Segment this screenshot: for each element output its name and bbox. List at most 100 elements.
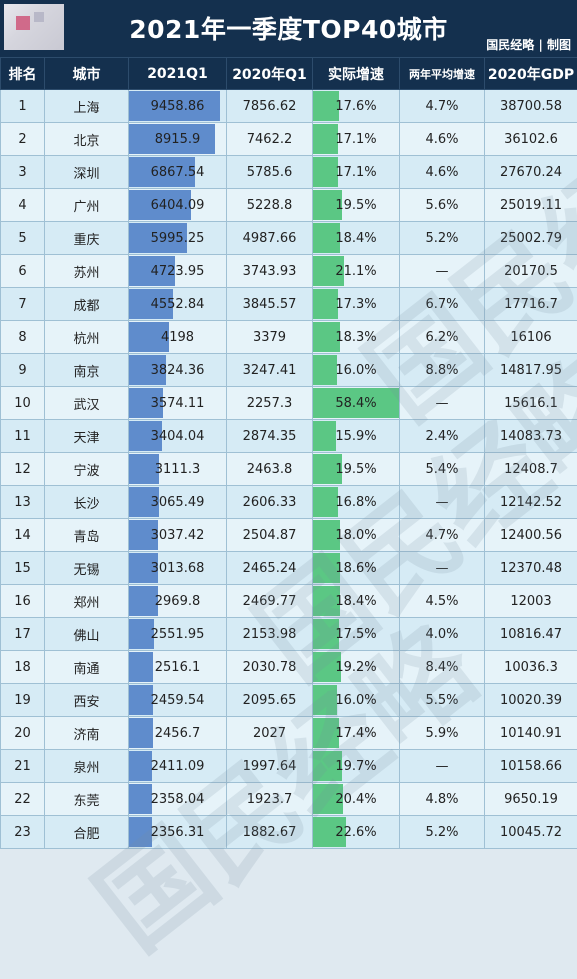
col-header-q1-2020: 2020年Q1 (227, 58, 313, 90)
rank-cell: 12 (1, 453, 45, 486)
growth-cell-value: 19.5% (335, 198, 376, 213)
q1-2021-bar (129, 718, 153, 748)
q1-2021-cell: 2551.95 (129, 618, 227, 651)
q1-2021-cell-value: 3824.36 (151, 363, 205, 378)
rank-cell: 6 (1, 255, 45, 288)
q1-2021-bar (129, 784, 152, 814)
q1-2021-cell-value: 2459.54 (151, 693, 205, 708)
city-cell: 无锡 (45, 552, 129, 585)
growth-cell: 16.0% (313, 684, 400, 717)
gdp-2020-cell: 12003 (485, 585, 577, 618)
q1-2021-bar (129, 586, 158, 616)
rank-cell: 5 (1, 222, 45, 255)
blurred-logo-icon (4, 4, 64, 50)
gdp-2020-cell: 14083.73 (485, 420, 577, 453)
q1-2020-cell: 2030.78 (227, 651, 313, 684)
city-cell: 苏州 (45, 255, 129, 288)
q1-2021-cell-value: 4723.95 (151, 264, 205, 279)
gdp-2020-cell: 38700.58 (485, 90, 577, 123)
q1-2021-cell: 8915.9 (129, 123, 227, 156)
q1-2021-cell: 5995.25 (129, 222, 227, 255)
gdp-2020-cell: 10816.47 (485, 618, 577, 651)
city-cell: 南京 (45, 354, 129, 387)
two-year-avg-cell: 8.4% (400, 651, 485, 684)
two-year-avg-cell: 5.2% (400, 222, 485, 255)
two-year-avg-cell: 8.8% (400, 354, 485, 387)
two-year-avg-cell: 4.5% (400, 585, 485, 618)
q1-2021-cell-value: 2358.04 (151, 792, 205, 807)
q1-2021-cell-value: 5995.25 (151, 231, 205, 246)
growth-cell: 15.9% (313, 420, 400, 453)
gdp-2020-cell: 15616.1 (485, 387, 577, 420)
q1-2021-bar (129, 619, 154, 649)
two-year-avg-cell: 4.6% (400, 123, 485, 156)
q1-2021-cell: 2459.54 (129, 684, 227, 717)
q1-2021-cell-value: 6867.54 (151, 165, 205, 180)
q1-2021-cell: 6404.09 (129, 189, 227, 222)
q1-2021-cell: 3574.11 (129, 387, 227, 420)
two-year-avg-cell: 4.7% (400, 90, 485, 123)
growth-cell: 21.1% (313, 255, 400, 288)
growth-bar (313, 685, 337, 715)
q1-2021-cell-value: 4198 (161, 330, 194, 345)
two-year-avg-cell: — (400, 255, 485, 288)
q1-2020-cell: 2606.33 (227, 486, 313, 519)
growth-cell-value: 17.5% (335, 627, 376, 642)
city-cell: 东莞 (45, 783, 129, 816)
gdp-2020-cell: 12408.7 (485, 453, 577, 486)
rank-cell: 16 (1, 585, 45, 618)
city-cell: 青岛 (45, 519, 129, 552)
q1-2020-cell: 5228.8 (227, 189, 313, 222)
two-year-avg-cell: 5.6% (400, 189, 485, 222)
city-cell: 广州 (45, 189, 129, 222)
growth-cell: 17.1% (313, 123, 400, 156)
q1-2020-cell: 3743.93 (227, 255, 313, 288)
gdp-2020-cell: 12400.56 (485, 519, 577, 552)
gdp-2020-cell: 14817.95 (485, 354, 577, 387)
gdp-2020-cell: 17716.7 (485, 288, 577, 321)
two-year-avg-cell: 4.7% (400, 519, 485, 552)
rank-cell: 19 (1, 684, 45, 717)
gdp-2020-cell: 20170.5 (485, 255, 577, 288)
city-cell: 泉州 (45, 750, 129, 783)
city-cell: 深圳 (45, 156, 129, 189)
q1-2020-cell: 3845.57 (227, 288, 313, 321)
growth-cell: 19.2% (313, 651, 400, 684)
q1-2020-cell: 7856.62 (227, 90, 313, 123)
growth-cell-value: 17.1% (335, 132, 376, 147)
q1-2021-cell: 4198 (129, 321, 227, 354)
rank-cell: 4 (1, 189, 45, 222)
growth-cell-value: 15.9% (335, 429, 376, 444)
q1-2020-cell: 2095.65 (227, 684, 313, 717)
growth-cell-value: 19.5% (335, 462, 376, 477)
city-cell: 济南 (45, 717, 129, 750)
city-cell: 上海 (45, 90, 129, 123)
two-year-avg-cell: — (400, 387, 485, 420)
q1-2021-bar (129, 685, 153, 715)
growth-cell-value: 22.6% (335, 825, 376, 840)
q1-2021-cell-value: 3037.42 (151, 528, 205, 543)
growth-cell-value: 20.4% (335, 792, 376, 807)
city-cell: 南通 (45, 651, 129, 684)
rank-cell: 14 (1, 519, 45, 552)
growth-cell: 17.5% (313, 618, 400, 651)
growth-cell: 18.0% (313, 519, 400, 552)
gdp-2020-cell: 10045.72 (485, 816, 577, 849)
rank-cell: 9 (1, 354, 45, 387)
gdp-2020-cell: 10140.91 (485, 717, 577, 750)
col-header-two-year-avg: 两年平均增速 (400, 58, 485, 90)
q1-2021-cell-value: 2411.09 (151, 759, 205, 774)
two-year-avg-cell: 5.9% (400, 717, 485, 750)
two-year-avg-cell: 5.2% (400, 816, 485, 849)
q1-2021-cell: 3065.49 (129, 486, 227, 519)
